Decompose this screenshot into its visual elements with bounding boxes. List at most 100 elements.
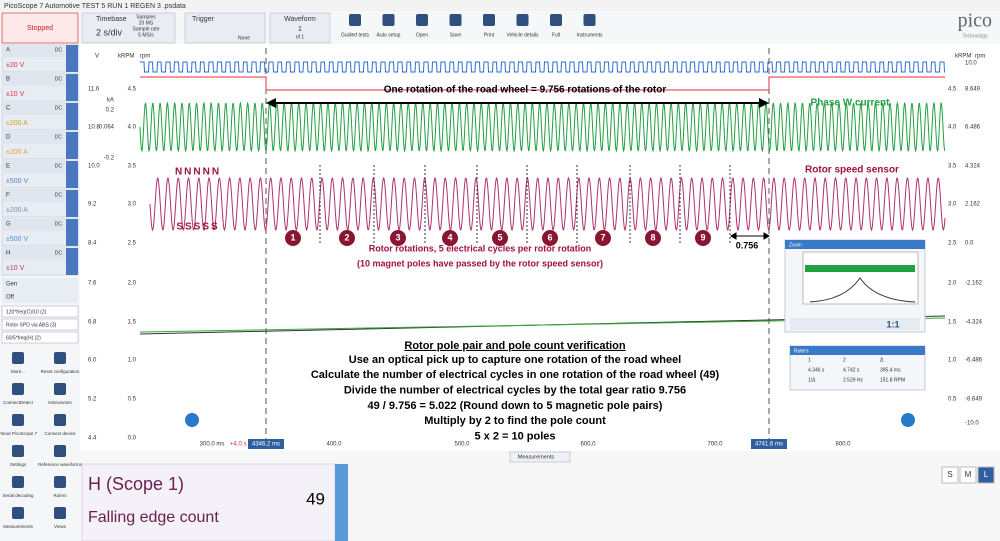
y-tick-label: -8.649 bbox=[965, 397, 983, 403]
rulers-cell: 2.529 Hz bbox=[843, 377, 864, 383]
toolbar-icon[interactable] bbox=[583, 14, 596, 26]
y-tick-label: 11.6 bbox=[88, 87, 100, 93]
math-channel[interactable] bbox=[1, 331, 79, 344]
plus-button[interactable] bbox=[66, 45, 78, 72]
math-channel[interactable] bbox=[1, 305, 79, 318]
plus-button[interactable] bbox=[66, 219, 78, 246]
sidebar-icon[interactable] bbox=[12, 414, 24, 426]
sidebar-icon[interactable] bbox=[54, 476, 66, 488]
channel-coupling: DC bbox=[55, 250, 63, 256]
channel-letter: H bbox=[6, 251, 10, 257]
measurement-channel: H (Scope 1) bbox=[88, 474, 184, 494]
toolbar-button-label: Save bbox=[450, 32, 462, 38]
math-channel-label: 60/5*freq(H) (2) bbox=[6, 335, 41, 341]
timebase-box[interactable] bbox=[81, 12, 176, 44]
y-tick-label: 3.5 bbox=[948, 164, 957, 170]
waveform-box[interactable] bbox=[269, 12, 331, 44]
value: 20 MS bbox=[139, 20, 154, 26]
toolbar-button-label: Guided tests bbox=[341, 32, 370, 38]
explanation-title: Rotor pole pair and pole count verificat… bbox=[404, 340, 626, 352]
annotation: 0.756 bbox=[736, 240, 759, 250]
size-button[interactable] bbox=[941, 466, 959, 484]
rotation-number: 5 bbox=[497, 232, 502, 242]
plus-button[interactable] bbox=[66, 74, 78, 101]
sidebar-label: Reset configuration bbox=[41, 369, 80, 374]
nav-button[interactable] bbox=[901, 413, 915, 427]
annotation: NNNNN bbox=[175, 167, 221, 178]
status-button[interactable] bbox=[1, 12, 79, 44]
rulers-header-cell: 1 bbox=[808, 357, 811, 363]
y-tick-label: 2.0 bbox=[128, 281, 137, 287]
plus-button[interactable] bbox=[66, 248, 78, 275]
size-button-label: S bbox=[947, 470, 952, 479]
y-tick-label: 2.5 bbox=[948, 241, 957, 247]
y-tick-label: 1.5 bbox=[948, 320, 957, 326]
channel-coupling: DC bbox=[55, 47, 63, 53]
gen-state: Off bbox=[6, 295, 14, 301]
toolbar-icon[interactable] bbox=[382, 14, 395, 26]
toolbar-icon[interactable] bbox=[483, 14, 495, 26]
square-wave bbox=[140, 61, 945, 73]
y-tick-label: 10.8 bbox=[88, 125, 100, 131]
sidebar-icon[interactable] bbox=[54, 352, 66, 364]
sidebar-icon[interactable] bbox=[54, 507, 66, 519]
plus-button[interactable] bbox=[66, 161, 78, 188]
channel-coupling: DC bbox=[55, 221, 63, 227]
y-tick-label: 10.0 bbox=[88, 164, 100, 170]
toolbar-icon[interactable] bbox=[550, 14, 562, 26]
x-offset: +4.0 s bbox=[230, 442, 247, 448]
zoom-preview bbox=[802, 251, 919, 305]
ruler-badge bbox=[248, 439, 284, 449]
gen-label: Gen bbox=[6, 282, 17, 288]
y-tick-label: 6.0 bbox=[88, 358, 97, 364]
y-tick-label: -4.324 bbox=[965, 320, 983, 326]
y-tick-label: 2.5 bbox=[128, 241, 137, 247]
sidebar-icon[interactable] bbox=[54, 445, 66, 457]
rotation-marker bbox=[285, 230, 301, 246]
channel-range: ±200 A bbox=[6, 207, 28, 214]
logo-tagline: Technology bbox=[962, 33, 988, 39]
sidebar-icon[interactable] bbox=[54, 414, 66, 426]
measurements-tab[interactable] bbox=[509, 451, 571, 463]
plus-button[interactable] bbox=[66, 103, 78, 130]
size-button[interactable] bbox=[977, 466, 995, 484]
measurement-action[interactable] bbox=[335, 464, 348, 541]
sidebar-icon[interactable] bbox=[54, 383, 66, 395]
plus-button[interactable] bbox=[66, 132, 78, 159]
channel-coupling: DC bbox=[55, 105, 63, 111]
rulers-cell: 4.346 s bbox=[808, 367, 825, 373]
channel-range: ±500 V bbox=[6, 178, 28, 185]
plus-button[interactable] bbox=[66, 190, 78, 217]
y-tick-label: -0.2 bbox=[104, 156, 115, 162]
sidebar-icon[interactable] bbox=[12, 352, 24, 364]
channel-coupling: DC bbox=[55, 192, 63, 198]
y-tick-label: 1.5 bbox=[128, 320, 137, 326]
label: Trigger bbox=[192, 16, 215, 23]
sidebar-label: Serial decoding bbox=[2, 493, 34, 498]
toolbar-icon[interactable] bbox=[516, 14, 529, 26]
channel-range: ±200 A bbox=[6, 120, 28, 127]
size-button[interactable] bbox=[959, 466, 977, 484]
y-tick-label: 4.324 bbox=[965, 164, 981, 170]
toolbar-icon[interactable] bbox=[416, 14, 428, 26]
sidebar-icon[interactable] bbox=[12, 507, 24, 519]
rotation-marker bbox=[595, 230, 611, 246]
y-tick-label: 4.0 bbox=[128, 125, 137, 131]
sidebar-icon[interactable] bbox=[12, 476, 24, 488]
rulers-cell: 395.4 ms bbox=[880, 367, 901, 373]
y-tick-label: 0.5 bbox=[128, 397, 137, 403]
sidebar-icon[interactable] bbox=[12, 445, 24, 457]
rulers-title: Rulers bbox=[794, 348, 809, 354]
label: Timebase bbox=[96, 16, 127, 23]
gen-button[interactable] bbox=[2, 278, 78, 303]
status: Stopped bbox=[27, 25, 53, 32]
toolbar-icon[interactable] bbox=[349, 14, 361, 26]
nav-button[interactable] bbox=[185, 413, 199, 427]
sidebar-icon[interactable] bbox=[12, 383, 24, 395]
sidebar-label: Connect device bbox=[44, 431, 76, 436]
toolbar-icon[interactable] bbox=[449, 14, 462, 26]
trigger-box[interactable] bbox=[184, 12, 266, 44]
math-channel[interactable] bbox=[1, 318, 79, 331]
label: Samples bbox=[136, 14, 156, 20]
